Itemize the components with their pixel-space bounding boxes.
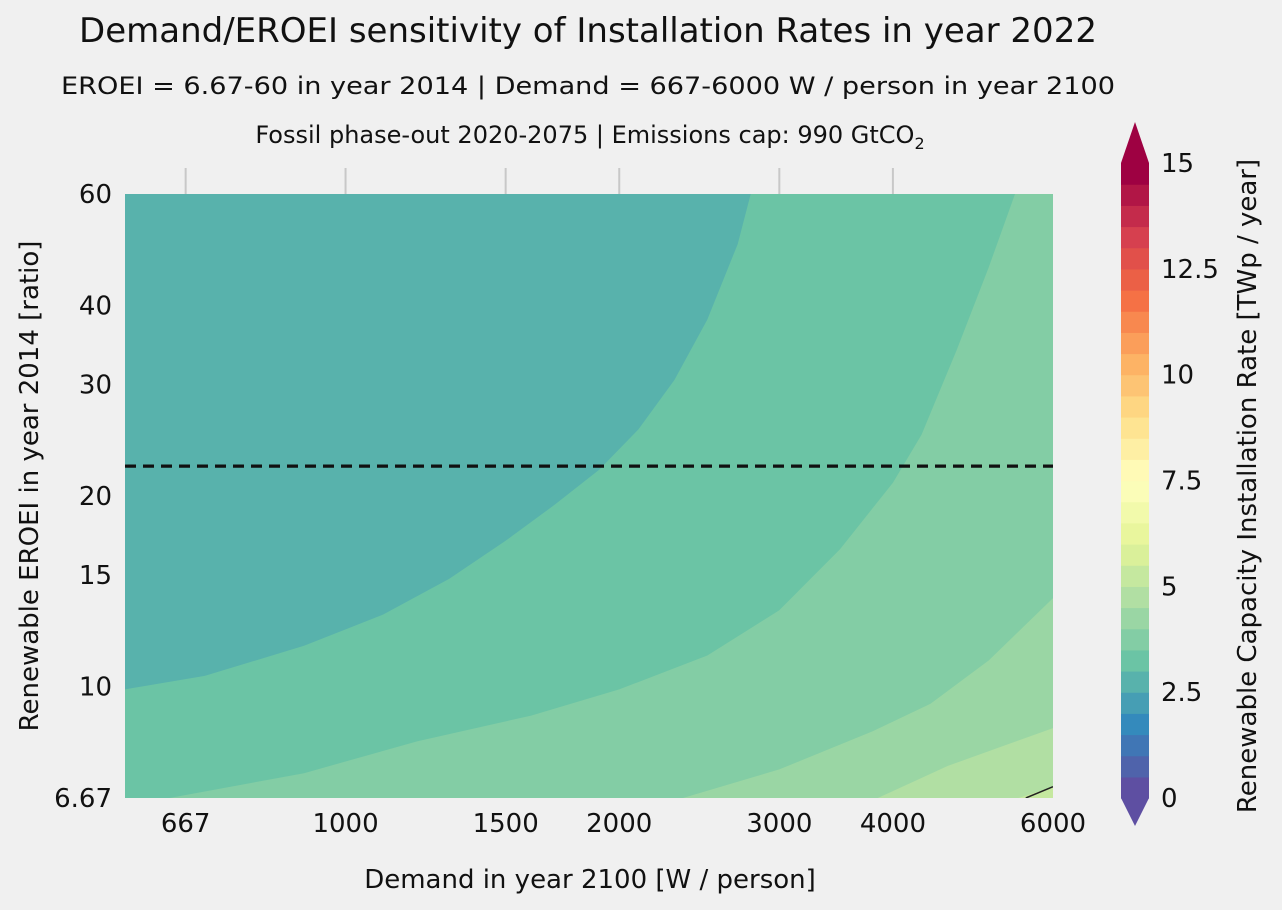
colorbar-band [1121,332,1149,355]
contour-band [682,598,1053,798]
y-tick-label: 30 [79,371,112,401]
colorbar [1121,122,1149,826]
x-tick-label: 1000 [312,809,378,839]
colorbar-tick-label: 7.5 [1161,467,1202,497]
colorbar-tick-label: 0 [1161,784,1178,814]
subtitle-2-subscript: 2 [914,134,924,153]
colorbar-tick-label: 2.5 [1161,678,1202,708]
colorbar-band [1121,205,1149,228]
x-axis-ticks: 667 1000 1500 2000 3000 4000 6000 [161,168,1086,839]
colorbar-extend-max [1121,122,1149,163]
colorbar-band [1121,480,1149,503]
colorbar-label: Renewable Capacity Installation Rate [TW… [1233,159,1263,813]
y-tick-label: 60 [79,180,112,210]
colorbar-band [1121,184,1149,206]
contour-regions [125,194,1053,798]
colorbar-band [1121,565,1149,587]
y-tick-label: 10 [79,673,112,703]
colorbar-band [1121,353,1149,376]
subtitle-2-text: Fossil phase-out 2020-2075 | Emissions c… [255,121,914,149]
colorbar-band [1121,734,1149,757]
x-tick-label: 667 [161,809,211,839]
colorbar-band [1121,268,1149,291]
colorbar-band [1121,501,1149,524]
y-axis-ticks: 6.67 10 15 20 30 40 60 [54,180,112,814]
colorbar-band [1121,395,1149,418]
colorbar-band [1121,522,1149,545]
colorbar-band [1121,586,1149,609]
y-axis-label: Renewable EROEI in year 2014 [ratio] [15,241,45,732]
y-tick-label: 15 [79,561,112,591]
y-tick-label: 20 [79,482,112,512]
contour-band [877,728,1053,798]
colorbar-band [1121,226,1149,249]
contour-line [1025,786,1053,798]
colorbar-band [1121,459,1149,482]
x-tick-label: 1500 [473,809,539,839]
colorbar-band [1121,671,1149,693]
colorbar-band [1121,692,1149,714]
colorbar-band [1121,290,1149,312]
x-tick-label: 3000 [746,809,812,839]
colorbar-ticks: 0 2.5 5 7.5 10 12.5 15 [1161,149,1219,814]
colorbar-band [1121,776,1149,799]
colorbar-band [1121,311,1149,333]
colorbar-tick-label: 12.5 [1161,255,1219,285]
colorbar-band [1121,713,1149,736]
colorbar-extend-min [1121,798,1149,826]
colorbar-band [1121,628,1149,651]
colorbar-band [1121,544,1149,566]
colorbar-tick-label: 10 [1161,361,1194,391]
chart-subtitle-2: Fossil phase-out 2020-2075 | Emissions c… [255,121,924,153]
x-tick-label: 4000 [860,809,926,839]
colorbar-band [1121,755,1149,778]
colorbar-tick-label: 15 [1161,149,1194,179]
plot-area: 667 1000 1500 2000 3000 4000 6000 6.67 10 15 20 30… [54,168,1086,839]
colorbar-band [1121,438,1149,460]
x-axis-label: Demand in year 2100 [W / person] [364,865,816,895]
x-tick-label: 2000 [586,809,652,839]
y-tick-label: 40 [79,291,112,321]
contour-band [169,194,1053,798]
colorbar-band [1121,417,1149,439]
colorbar-band [1121,247,1149,270]
colorbar-band [1121,607,1149,630]
x-tick-label: 6000 [1020,809,1086,839]
colorbar-band [1121,374,1149,397]
colorbar-band [1121,649,1149,672]
colorbar-tick-label: 5 [1161,572,1178,602]
y-tick-label: 6.67 [54,784,112,814]
chart-subtitle-1: EROEI = 6.67-60 in year 2014 | Demand = … [61,72,1115,100]
chart-title: Demand/EROEI sensitivity of Installation… [79,11,1097,51]
colorbar-band [1121,163,1149,185]
